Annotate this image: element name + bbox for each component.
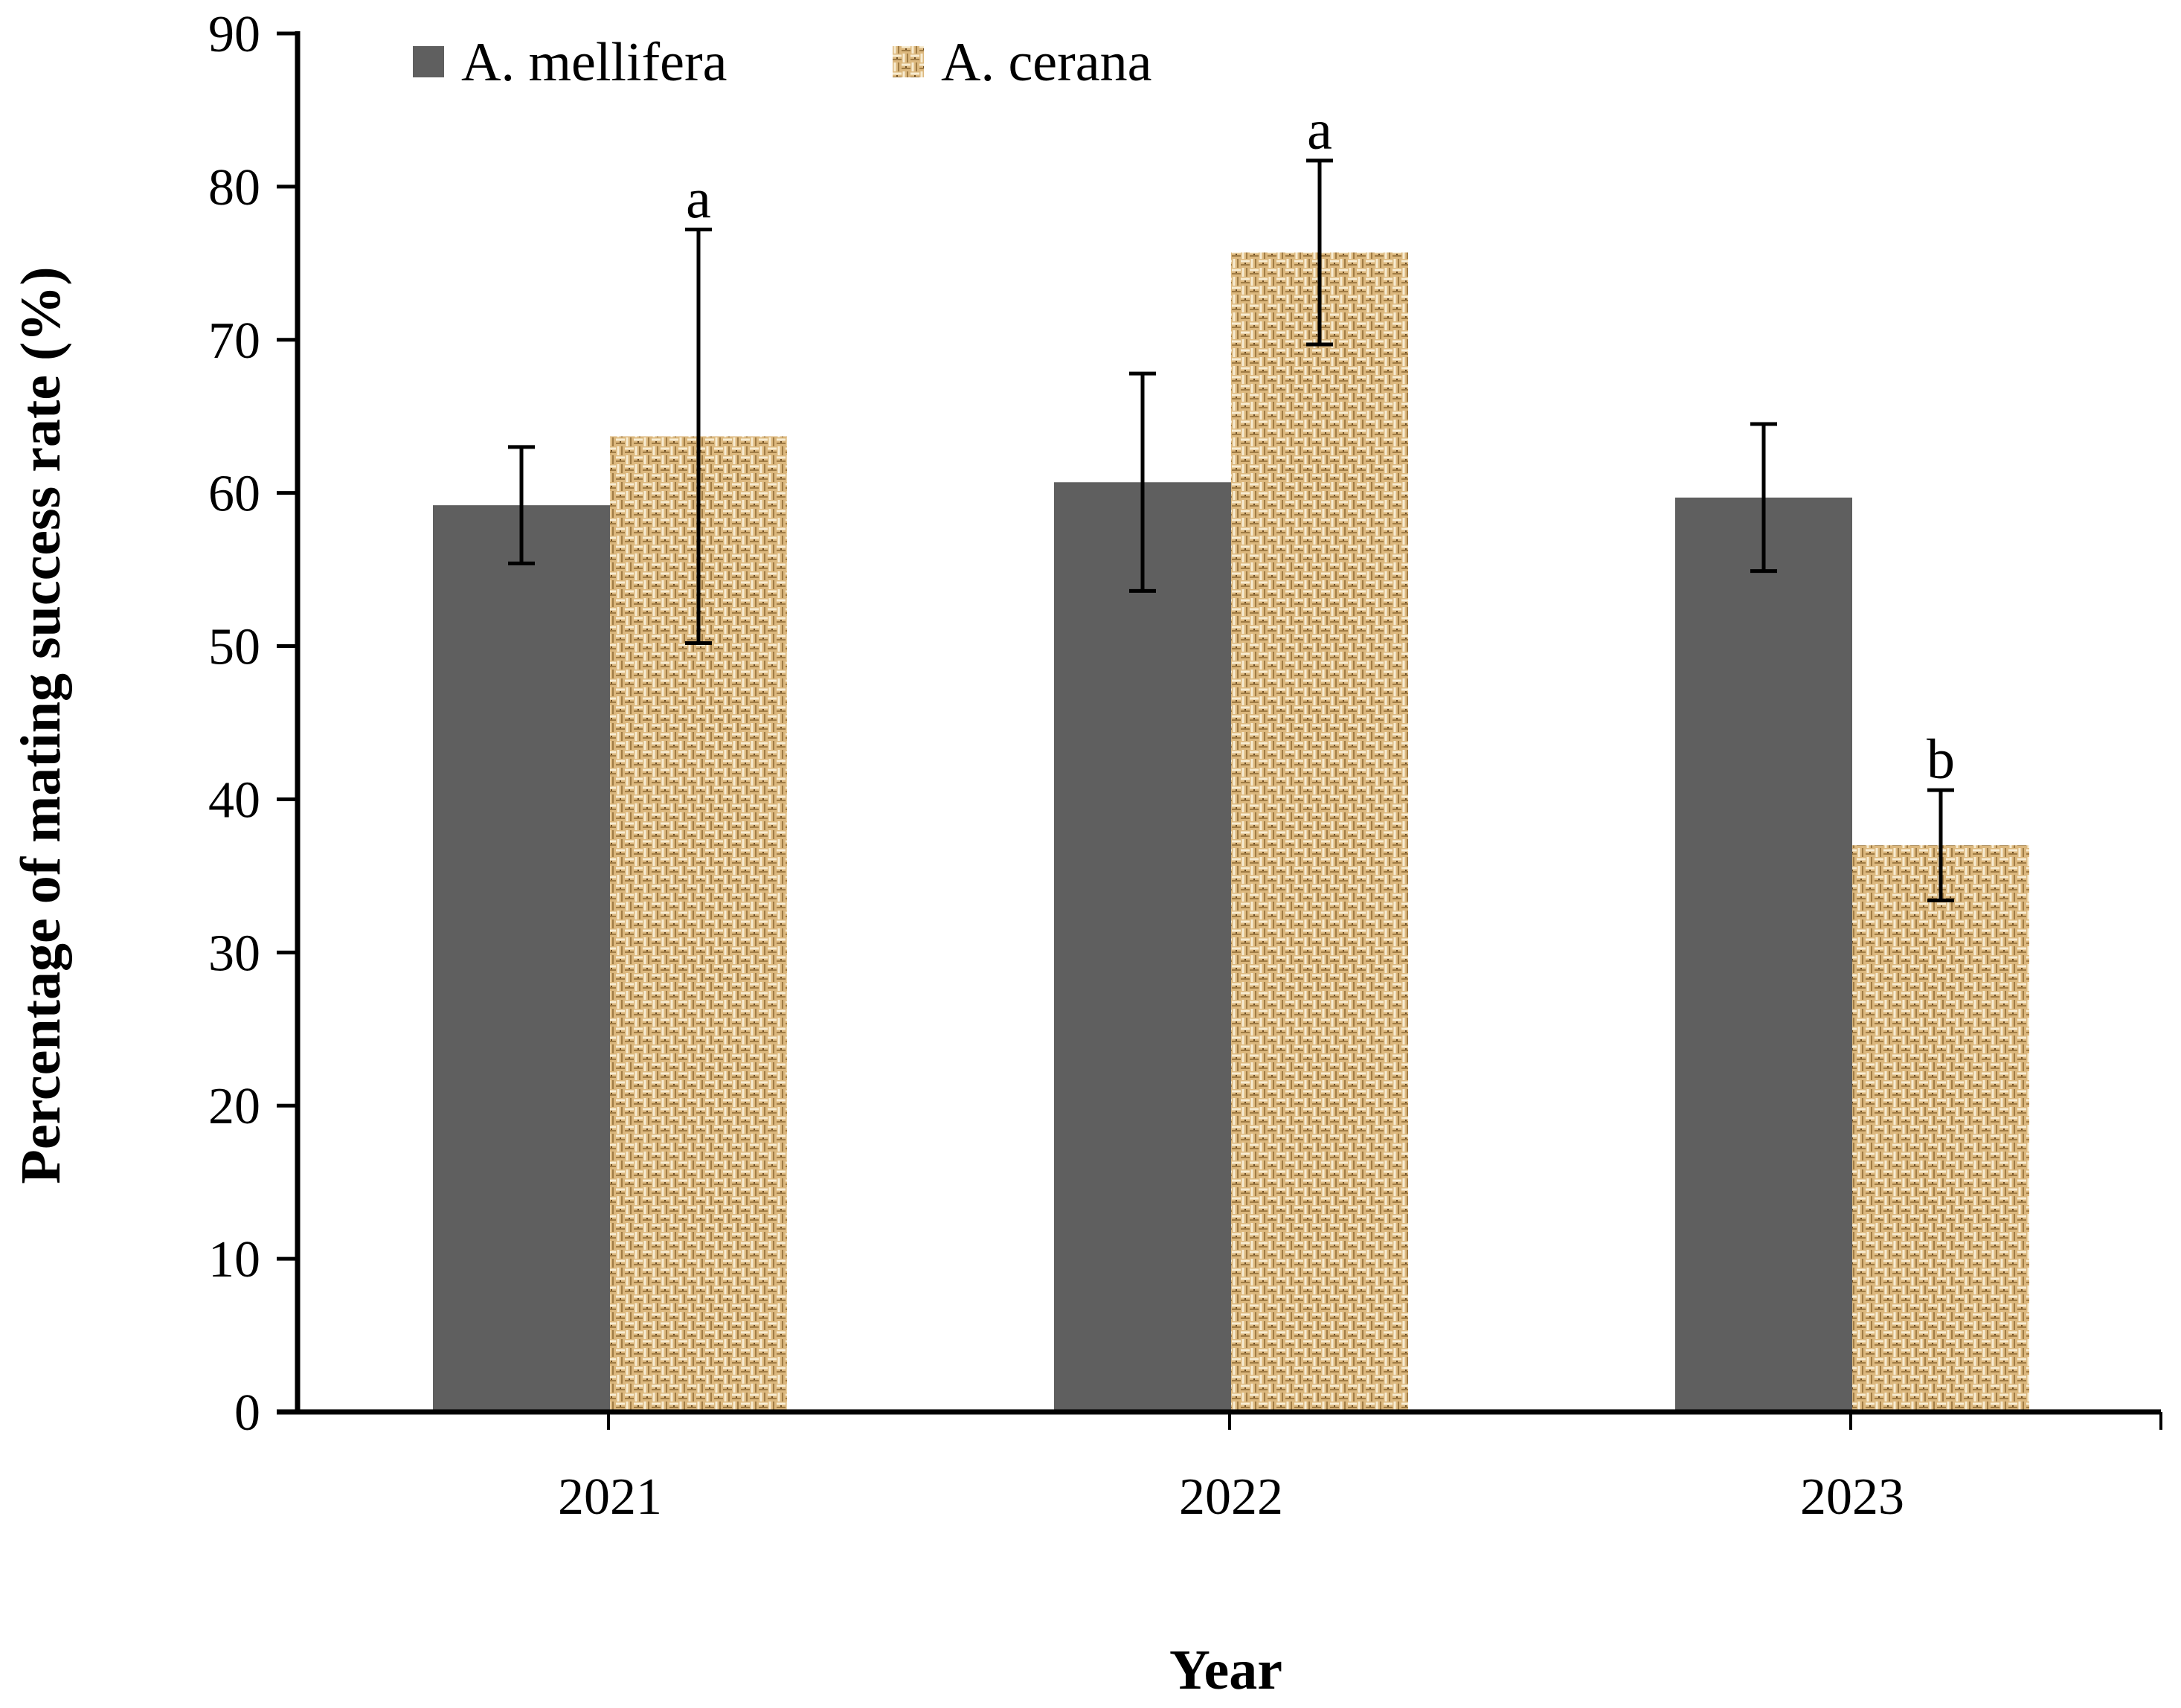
bar-cerana-2022 — [1231, 252, 1408, 1412]
bar-mellifera-2022 — [1054, 482, 1231, 1413]
legend-label: A. cerana — [941, 32, 1151, 93]
bar-mellifera-2021 — [433, 505, 610, 1413]
bar-mellifera-2023 — [1675, 497, 1852, 1413]
error-bar-cerana-2023 — [1927, 788, 1954, 902]
legend: A. mellifera A. cerana — [413, 32, 1151, 93]
error-bar-mellifera-2023 — [1750, 422, 1777, 574]
y-tick-label-30: 30 — [208, 925, 260, 982]
y-axis-title: Percentage of mating success rate (%) — [10, 266, 72, 1184]
error-bar-cerana-2022 — [1306, 158, 1333, 347]
bar-cerana-2023 — [1852, 845, 2029, 1412]
error-bar-cerana-2021 — [685, 228, 712, 645]
y-tick-label-0: 0 — [234, 1384, 260, 1442]
y-tick-label-50: 50 — [208, 619, 260, 676]
y-tick-label-70: 70 — [208, 312, 260, 370]
significance-label-2022: a — [1307, 99, 1332, 161]
legend-swatch — [893, 46, 924, 77]
error-bar-mellifera-2021 — [508, 445, 535, 565]
significance-label-2021: a — [686, 168, 711, 231]
significance-label-2023: b — [1927, 728, 1955, 791]
y-tick-label-10: 10 — [208, 1231, 260, 1288]
x-tick-label-2022: 2022 — [1179, 1468, 1283, 1526]
y-tick-label-60: 60 — [208, 466, 260, 523]
legend-item-cerana: A. cerana — [893, 32, 1151, 93]
legend-item-mellifera: A. mellifera — [413, 32, 727, 93]
y-tick-label-90: 90 — [208, 6, 260, 63]
x-tick-label-2023: 2023 — [1800, 1468, 1904, 1526]
legend-label: A. mellifera — [461, 32, 727, 93]
legend-swatch — [413, 46, 444, 77]
y-tick-label-40: 40 — [208, 771, 260, 829]
x-axis-title: Year — [1169, 1639, 1282, 1701]
y-tick-label-20: 20 — [208, 1078, 260, 1135]
y-tick-label-80: 80 — [208, 159, 260, 216]
x-tick-label-2021: 2021 — [558, 1468, 662, 1526]
error-bar-mellifera-2022 — [1129, 371, 1156, 593]
